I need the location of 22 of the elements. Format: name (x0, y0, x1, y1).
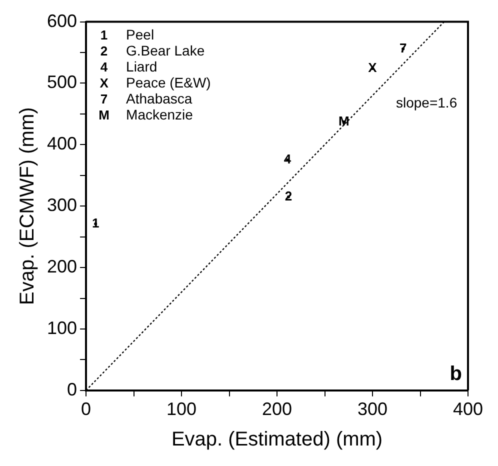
x-tick-label: 400 (452, 399, 484, 420)
annotation: b (450, 362, 462, 385)
text: 7 Athabasca (100, 90, 192, 107)
y-tick-label: 300 (46, 195, 78, 216)
x-tick-label: 0 (81, 399, 92, 420)
annotation: slope=1.6 (396, 94, 458, 111)
y-tick-label: 0 (67, 379, 78, 400)
text: X Peace (E&W) (100, 74, 211, 91)
y-tick-label: 400 (46, 134, 78, 154)
y-tick-label: 500 (46, 72, 78, 92)
y-tick-label: 200 (46, 256, 78, 276)
text: M Mackenzie (98, 106, 193, 123)
y-axis-title: Evap. (ECMWF) (mm) (16, 107, 39, 305)
x-tick-label: 200 (262, 399, 292, 420)
text: 1 Peel (100, 26, 154, 43)
text: 4 Liard (100, 58, 158, 75)
text: 2 G.Bear Lake (100, 42, 205, 59)
y-tick-label: 100 (46, 318, 78, 338)
y-tick-label: 600 (46, 10, 78, 31)
x-axis-title: Evap. (Estimated) (mm) (171, 428, 383, 451)
x-tick-label: 300 (357, 399, 388, 420)
x-tick-label: 100 (166, 399, 197, 420)
